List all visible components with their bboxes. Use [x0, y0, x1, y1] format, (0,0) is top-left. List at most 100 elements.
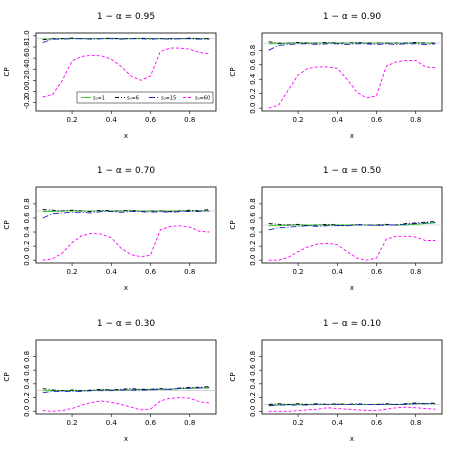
- y-tick-label: 0.4: [23, 378, 31, 390]
- legend-label: s₀=6: [127, 96, 139, 102]
- plot-frame: [35, 32, 217, 112]
- y-tick-label: 0.6: [249, 364, 257, 376]
- x-tick-label: 0.6: [145, 268, 157, 276]
- y-tick-label: 0.6: [249, 59, 257, 71]
- y-tick-label: 0.6: [23, 52, 31, 64]
- legend-label: s₀=15: [161, 96, 176, 102]
- y-tick-label: 0.2: [249, 392, 257, 403]
- legend-label: s₀=60: [195, 96, 210, 102]
- x-tick-label: 0.8: [184, 116, 195, 124]
- y-tick-label: 0.0: [23, 86, 31, 97]
- series-line: [268, 221, 436, 231]
- x-tick-label: 0.4: [332, 419, 344, 427]
- x-tick-label: 0.6: [371, 419, 383, 427]
- panel-1: 1 − α = 0.950.2 0.4 0.6 0.8-0.20.00.20.40.6…: [3, 12, 217, 140]
- legend-label: s₀=1: [93, 96, 105, 102]
- y-tick-label: 0.2: [23, 75, 31, 86]
- x-tick-label: 0.4: [106, 268, 118, 276]
- series-line: [268, 59, 436, 109]
- x-tick-label: 0.8: [184, 268, 195, 276]
- panel-title: 1 − α = 0.70: [97, 166, 155, 176]
- x-tick-label: 0.8: [410, 268, 421, 276]
- y-tick-label: 0.8: [23, 351, 31, 362]
- x-tick-label: 0.6: [371, 116, 383, 124]
- series-line: [42, 225, 210, 261]
- y-tick-label: 0.8: [249, 198, 257, 209]
- x-axis-label: x: [124, 284, 128, 292]
- y-tick-label: 0.6: [249, 212, 257, 224]
- series-line: [42, 38, 210, 44]
- y-tick-label: 0.4: [249, 378, 257, 390]
- x-tick-label: 0.4: [106, 419, 118, 427]
- series-line: [42, 386, 210, 392]
- y-tick-label: 0.4: [23, 226, 31, 238]
- y-tick-label: 0.0: [249, 255, 257, 266]
- panel-5: 1 − α = 0.30 0.2 0.4 0.6 0.8 0.0 0.2 0.4 0.6 0.8 x…: [3, 319, 217, 443]
- x-axis-label: x: [350, 284, 354, 292]
- panel-title: 1 − α = 0.30: [97, 319, 155, 329]
- y-tick-label: 0.2: [23, 241, 31, 252]
- series-line: [268, 403, 436, 407]
- y-tick-label: 0.2: [23, 392, 31, 403]
- series-line: [42, 37, 210, 41]
- x-tick-label: 0.6: [371, 268, 383, 276]
- x-axis-label: x: [124, 435, 128, 443]
- y-axis-label: CP: [229, 372, 237, 381]
- y-tick-label: -0.2: [23, 96, 31, 110]
- panel-6: 1 − α = 0.10 0.2 0.4 0.6 0.8 0.0 0.2 0.4 0.6 0.8 x…: [229, 319, 443, 443]
- y-axis-label: CP: [3, 220, 11, 229]
- series-line: [42, 209, 210, 213]
- plot-frame: [261, 339, 443, 415]
- y-tick-label: 0.8: [249, 351, 257, 362]
- y-tick-label: 0.0: [249, 103, 257, 114]
- series-line: [42, 210, 210, 219]
- x-tick-label: 0.2: [293, 116, 304, 124]
- y-axis-label: CP: [3, 372, 11, 381]
- series-line: [268, 235, 436, 261]
- x-axis-label: x: [350, 132, 354, 140]
- y-tick-label: 1.0: [23, 30, 31, 41]
- series-line: [42, 386, 210, 394]
- y-tick-label: 0.2: [249, 241, 257, 252]
- series-line: [268, 402, 436, 405]
- panel-title: 1 − α = 0.10: [323, 319, 381, 329]
- panel-4: 1 − α = 0.50 0.2 0.4 0.6 0.8 0.0 0.2 0.4 0.6 0.8 x…: [229, 166, 443, 292]
- x-axis-label: x: [350, 435, 354, 443]
- y-axis-label: CP: [229, 67, 237, 76]
- series-line: [268, 41, 436, 44]
- panel-title: 1 − α = 0.95: [97, 12, 155, 22]
- series-line: [268, 406, 436, 412]
- x-tick-label: 0.8: [410, 116, 421, 124]
- y-tick-label: 0.0: [23, 255, 31, 266]
- panel-title: 1 − α = 0.90: [323, 12, 381, 22]
- x-tick-label: 0.2: [67, 116, 78, 124]
- x-tick-label: 0.2: [67, 419, 78, 427]
- y-tick-label: 0.0: [249, 406, 257, 417]
- legend-box: [76, 91, 214, 104]
- x-tick-label: 0.4: [106, 116, 118, 124]
- y-tick-label: 0.0: [23, 406, 31, 417]
- x-tick-label: 0.2: [293, 268, 304, 276]
- y-tick-label: 0.6: [23, 212, 31, 224]
- x-tick-label: 0.8: [184, 419, 195, 427]
- series-line: [42, 47, 210, 98]
- x-tick-label: 0.2: [67, 268, 78, 276]
- y-tick-label: 0.8: [23, 198, 31, 209]
- series-line: [42, 397, 210, 412]
- x-tick-label: 0.4: [332, 116, 344, 124]
- legend: s₀=1 s₀=6 s₀=15 s₀=60: [76, 91, 214, 104]
- plot-frame: [35, 339, 217, 415]
- series-line: [268, 43, 436, 51]
- y-axis-label: CP: [3, 67, 11, 76]
- x-axis-label: x: [124, 132, 128, 140]
- y-tick-label: 0.4: [23, 63, 31, 75]
- y-tick-label: 0.8: [249, 45, 257, 56]
- y-tick-label: 0.2: [249, 88, 257, 99]
- x-tick-label: 0.2: [293, 419, 304, 427]
- y-tick-label: 0.4: [249, 226, 257, 238]
- panel-3: 1 − α = 0.70 0.2 0.4 0.6 0.8 0.0 0.2 0.4 0.6 0.8 x…: [3, 166, 217, 292]
- series-line: [42, 210, 210, 213]
- series-line: [268, 221, 436, 227]
